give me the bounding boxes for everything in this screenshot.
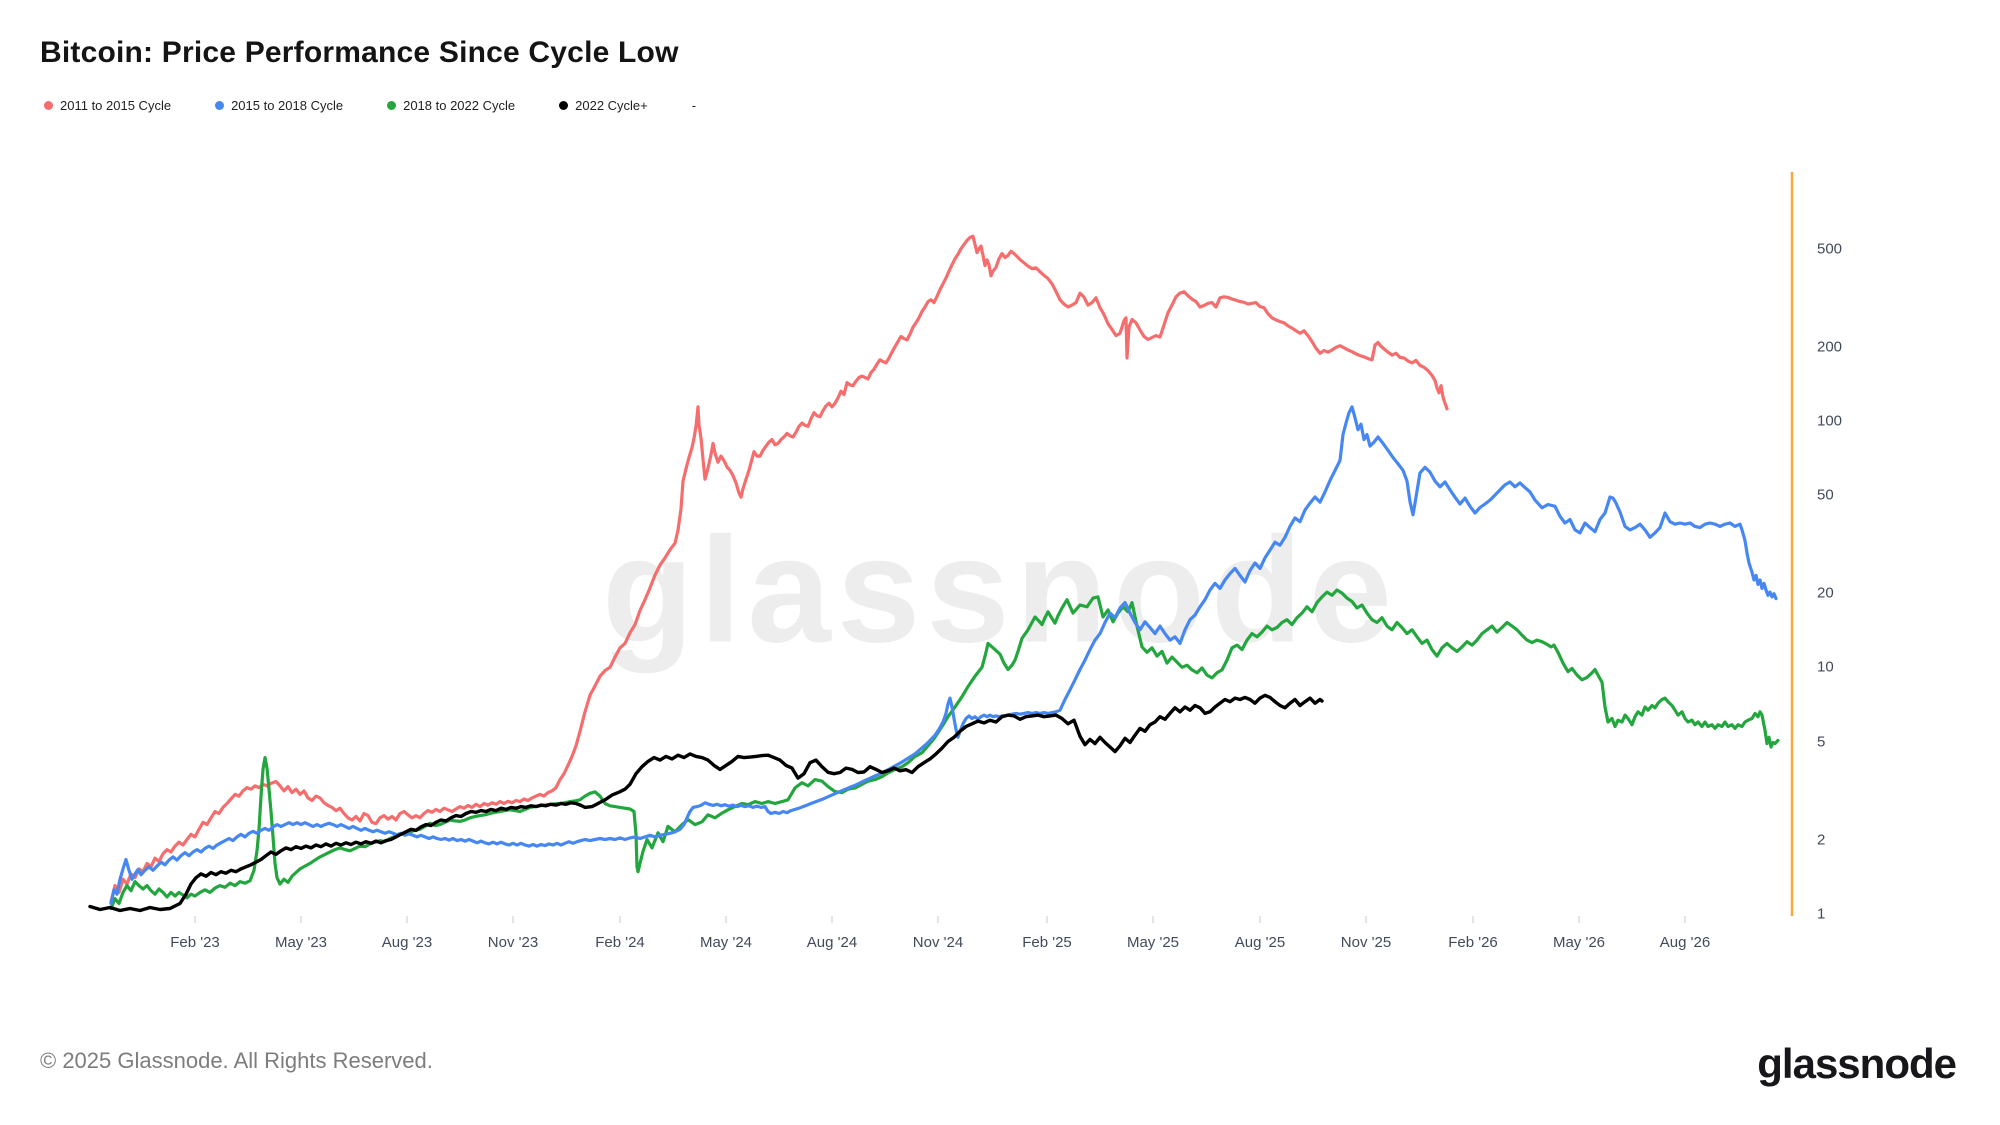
page-title: Bitcoin: Price Performance Since Cycle L… bbox=[40, 36, 679, 69]
series-line-2015-to-2018-cycle[interactable] bbox=[109, 405, 1778, 906]
y-axis-tick-label: 5 bbox=[1817, 733, 1826, 750]
legend-item-label: 2022 Cycle+ bbox=[575, 98, 648, 113]
y-axis-tick-label: 500 bbox=[1817, 240, 1843, 258]
copyright-text: © 2025 Glassnode. All Rights Reserved. bbox=[40, 1048, 433, 1073]
x-axis-tick-label: May '26 bbox=[1552, 934, 1606, 951]
legend-dot-icon bbox=[44, 101, 53, 110]
x-axis-tick-label: Nov '24 bbox=[912, 934, 964, 951]
glassnode-logo: glassnode bbox=[1757, 1040, 1957, 1087]
x-axis-tick-label: May '24 bbox=[699, 934, 753, 951]
legend-item-empty[interactable]: - bbox=[692, 98, 696, 113]
legend-item-2015-to-2018-cycle[interactable]: 2015 to 2018 Cycle bbox=[215, 98, 343, 113]
x-axis-tick-label: Aug '26 bbox=[1659, 934, 1711, 951]
legend-item-2018-to-2022-cycle[interactable]: 2018 to 2022 Cycle bbox=[387, 98, 515, 113]
series-line-2022-cycle-[interactable] bbox=[88, 693, 1324, 913]
chart-legend: 2011 to 2015 Cycle 2015 to 2018 Cycle 2018… bbox=[44, 98, 696, 113]
series-line-2011-to-2015-cycle[interactable] bbox=[109, 234, 1449, 904]
legend-item-2022-cycle-[interactable]: 2022 Cycle+ bbox=[559, 98, 648, 113]
legend-item-label: 2018 to 2022 Cycle bbox=[403, 98, 516, 113]
x-axis-tick-label: Feb '23 bbox=[170, 934, 220, 951]
legend-item-label: 2011 to 2015 Cycle bbox=[60, 98, 172, 113]
legend-item-label: - bbox=[691, 98, 697, 113]
x-axis-tick-label: Feb '25 bbox=[1022, 934, 1072, 951]
legend-dot-icon bbox=[559, 101, 569, 110]
glassnode-watermark: glassnode bbox=[602, 505, 1398, 674]
x-axis-tick-label: Feb '24 bbox=[595, 934, 645, 951]
legend-item-2011-to-2015-cycle[interactable]: 2011 to 2015 Cycle bbox=[44, 98, 171, 113]
x-axis-tick-label: Feb '26 bbox=[1448, 934, 1498, 951]
x-axis-tick-label: May '25 bbox=[1126, 934, 1180, 951]
x-axis-tick-label: Aug '25 bbox=[1234, 934, 1286, 951]
y-axis-tick-label: 20 bbox=[1817, 584, 1834, 602]
x-axis-tick-label: Nov '25 bbox=[1340, 934, 1392, 951]
x-axis-tick-label: Aug '23 bbox=[381, 934, 433, 951]
y-axis-tick-label: 200 bbox=[1817, 338, 1843, 356]
x-axis-tick-label: May '23 bbox=[274, 934, 328, 951]
y-axis-tick-label: 50 bbox=[1817, 486, 1834, 504]
y-axis-tick-label: 10 bbox=[1817, 658, 1834, 676]
y-axis-tick-label: 2 bbox=[1817, 831, 1826, 848]
y-axis-tick-label: 100 bbox=[1817, 412, 1843, 430]
legend-item-label: 2015 to 2018 Cycle bbox=[231, 98, 344, 113]
series-line-2018-to-2022-cycle[interactable] bbox=[109, 588, 1780, 911]
legend-dot-icon bbox=[215, 101, 225, 110]
x-axis-tick-label: Nov '23 bbox=[487, 934, 539, 951]
legend-dot-icon bbox=[387, 101, 397, 110]
y-axis-tick-label: 1 bbox=[1817, 905, 1826, 923]
x-axis-tick-label: Aug '24 bbox=[806, 934, 858, 951]
